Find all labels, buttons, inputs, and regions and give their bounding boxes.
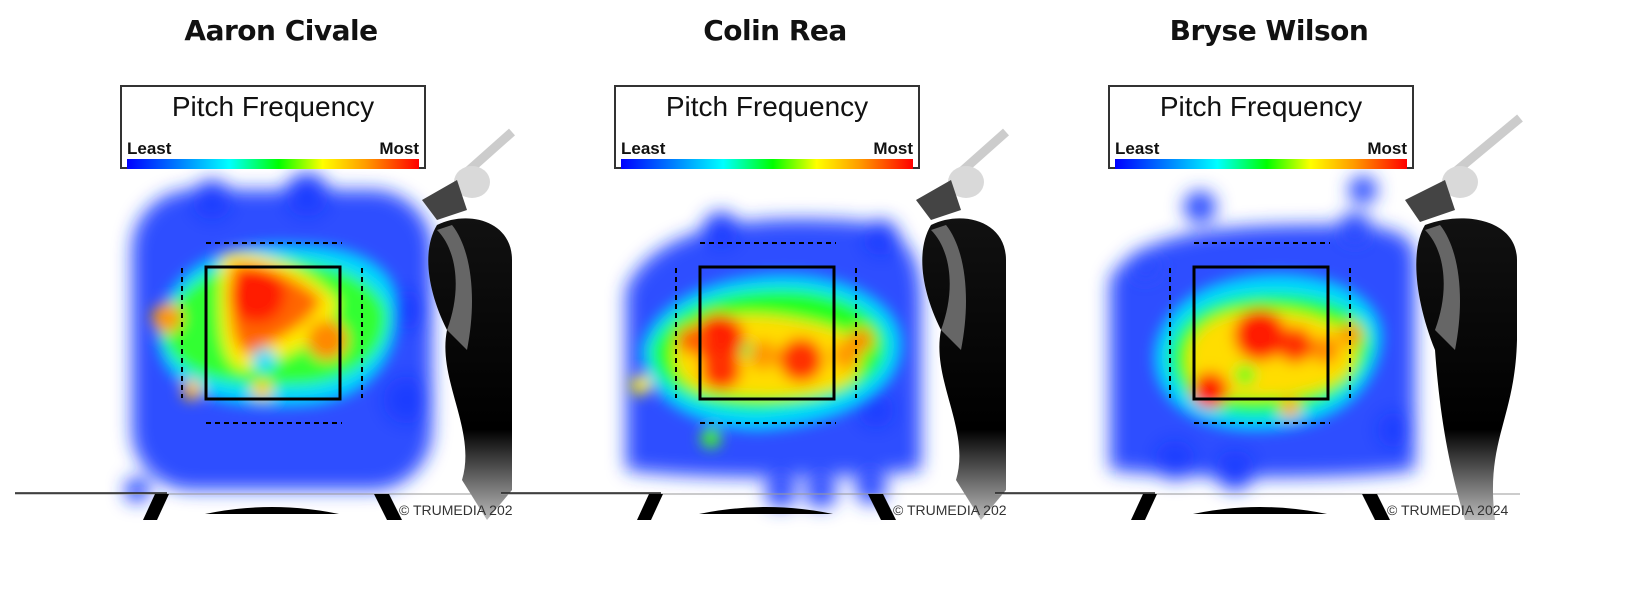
strike-zone <box>698 265 836 401</box>
heatmap-panel-colin-rea: Colin Rea Pitch Frequency Least Most © T… <box>501 0 1049 603</box>
strike-zone <box>204 265 342 401</box>
legend: Pitch Frequency Least Most <box>1108 85 1414 169</box>
heatmap-plot <box>995 114 1523 520</box>
legend-colorbar <box>1115 159 1407 169</box>
heatmap-plot <box>501 128 1049 520</box>
legend: Pitch Frequency Least Most <box>120 85 426 169</box>
legend-colorbar <box>127 159 419 169</box>
legend-low-label: Least <box>127 139 172 158</box>
legend-title: Pitch Frequency <box>1159 91 1363 122</box>
batter-silhouette-icon <box>422 128 515 520</box>
batter-silhouette-icon <box>1405 114 1523 520</box>
legend-high-label: Most <box>379 139 419 158</box>
legend-title: Pitch Frequency <box>665 91 869 122</box>
legend-low-label: Least <box>621 139 666 158</box>
chart-title: Colin Rea <box>703 14 847 47</box>
legend-high-label: Most <box>1367 139 1407 158</box>
legend-colorbar <box>621 159 913 169</box>
copyright-text: © TRUMEDIA 202 <box>893 502 1007 518</box>
legend-low-label: Least <box>1115 139 1160 158</box>
batter-silhouette-icon <box>916 128 1009 520</box>
chart-title: Bryse Wilson <box>1169 14 1369 47</box>
heatmap-panel-aaron-civale: Aaron Civale Pitch Frequency Least Most … <box>7 0 555 603</box>
heatmap-plot <box>15 128 555 520</box>
heatmap-panel-bryse-wilson: Bryse Wilson Pitch Frequency Least Most … <box>995 0 1543 603</box>
legend-title: Pitch Frequency <box>171 91 375 122</box>
legend-high-label: Most <box>873 139 913 158</box>
copyright-text: © TRUMEDIA 202 <box>399 502 513 518</box>
copyright-text: © TRUMEDIA 2024 <box>1387 502 1509 518</box>
legend: Pitch Frequency Least Most <box>614 85 920 169</box>
chart-title: Aaron Civale <box>184 14 378 47</box>
strike-zone <box>1192 265 1330 401</box>
